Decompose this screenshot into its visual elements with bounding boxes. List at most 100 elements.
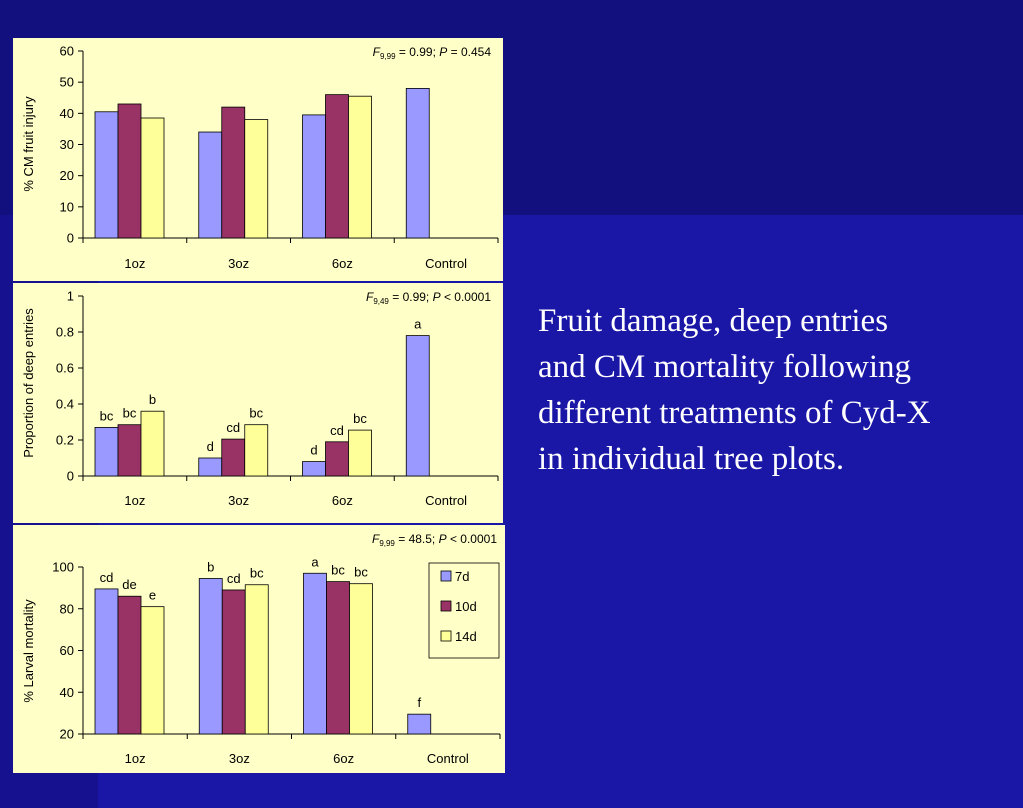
- larval-mortality-chart: 20 40 60 80 100 1oz 3oz 6oz Control cd b a f de cd bc e b…: [13, 525, 505, 773]
- bar-significance-label: cd: [330, 423, 344, 438]
- fruit-injury-chart-svg: 0 10 20 30 40 50 60 1oz 3oz 6oz Control % CM fruit …: [21, 44, 499, 271]
- bar-7d: [302, 461, 326, 477]
- x-category-label: 3oz: [228, 493, 249, 508]
- bar-14d: [140, 117, 165, 239]
- bar-7d: [405, 335, 430, 477]
- bar-significance-label: a: [414, 317, 422, 332]
- stat-annotation-part: = 0.99;: [396, 45, 440, 59]
- y-axis-label: % Larval mortality: [21, 599, 36, 703]
- bar-significance-label: e: [149, 588, 156, 603]
- x-category-label: 1oz: [124, 256, 145, 271]
- bar-significance-label: bc: [353, 411, 367, 426]
- bar-14d: [140, 410, 165, 477]
- legend-label-10d: 10d: [455, 599, 477, 614]
- x-category-label: 3oz: [229, 751, 250, 766]
- legend-swatch-10d: [440, 600, 452, 612]
- x-category-label: Control: [425, 256, 467, 271]
- stat-annotation: F9,99 = 0.99; P = 0.454: [373, 45, 492, 61]
- bar-10d: [221, 589, 246, 735]
- stat-annotation-part: < 0.0001: [441, 290, 492, 304]
- stat-annotation-part: = 0.454: [447, 45, 491, 59]
- y-tick-label: 40: [60, 685, 74, 700]
- bar-7d: [94, 426, 119, 477]
- stat-annotation-part: P: [433, 290, 441, 304]
- legend-label-7d: 7d: [455, 569, 469, 584]
- legend-swatch-14d: [440, 630, 452, 642]
- y-tick-label: 80: [60, 601, 74, 616]
- legend-box: [428, 562, 500, 659]
- y-tick-label: 1: [67, 289, 74, 304]
- bar-significance-label: cd: [100, 570, 114, 585]
- x-category-label: 6oz: [333, 751, 354, 766]
- bar-significance-label: d: [310, 443, 317, 458]
- y-tick-label: 0: [67, 231, 74, 246]
- bar-significance-label: bc: [100, 408, 114, 423]
- bar-7d: [407, 713, 432, 735]
- bar-10d: [117, 595, 142, 735]
- y-tick-label: 0.2: [56, 433, 74, 448]
- bar-7d: [302, 114, 326, 239]
- stat-annotation-part: F: [372, 532, 380, 546]
- stat-annotation-part: 9,99: [380, 52, 396, 61]
- y-axis-label: Proportion of deep entries: [21, 308, 36, 458]
- bar-14d: [348, 95, 372, 239]
- x-category-label: 6oz: [332, 493, 353, 508]
- stat-annotation-part: F: [373, 45, 381, 59]
- bar-significance-label: a: [311, 554, 319, 569]
- bar-significance-label: bc: [249, 406, 263, 421]
- bar-significance-label: b: [207, 559, 214, 574]
- stat-annotation: F9,99 = 48.5; P < 0.0001: [372, 532, 497, 548]
- bar-10d: [325, 94, 349, 239]
- bar-7d: [405, 88, 430, 239]
- legend-swatch-7d: [440, 570, 452, 582]
- bar-significance-label: f: [417, 695, 421, 710]
- bar-significance-label: d: [207, 439, 214, 454]
- y-tick-label: 0.6: [56, 361, 74, 376]
- bar-7d: [303, 572, 327, 735]
- bar-14d: [348, 429, 372, 477]
- y-tick-label: 0: [67, 469, 74, 484]
- y-tick-label: 40: [60, 106, 74, 121]
- stat-annotation-part: 9,49: [373, 297, 389, 306]
- x-category-label: 3oz: [228, 256, 249, 271]
- y-axis-label: % CM fruit injury: [21, 96, 36, 192]
- bar-10d: [221, 438, 246, 477]
- bar-7d: [198, 131, 223, 239]
- x-category-label: 1oz: [125, 751, 146, 766]
- bar-10d: [221, 106, 246, 239]
- y-tick-label: 0.8: [56, 325, 74, 340]
- bar-significance-label: bc: [354, 565, 368, 580]
- stat-annotation-part: 9,99: [379, 539, 395, 548]
- stat-annotation: F9,49 = 0.99; P < 0.0001: [366, 290, 491, 306]
- bar-10d: [326, 581, 350, 735]
- bar-7d: [198, 457, 223, 477]
- stat-annotation-part: < 0.0001: [447, 532, 498, 546]
- y-tick-label: 60: [60, 44, 74, 59]
- bar-10d: [117, 424, 142, 477]
- bar-14d: [244, 584, 269, 735]
- bar-10d: [117, 103, 142, 239]
- y-tick-label: 0.4: [56, 397, 74, 412]
- y-tick-label: 20: [60, 727, 74, 742]
- stat-annotation-part: = 48.5;: [395, 532, 439, 546]
- bar-7d: [94, 111, 119, 239]
- y-tick-label: 50: [60, 75, 74, 90]
- bar-significance-label: bc: [250, 566, 264, 581]
- x-category-label: 6oz: [332, 256, 353, 271]
- legend-label-14d: 14d: [455, 629, 477, 644]
- stat-annotation-part: = 0.99;: [389, 290, 433, 304]
- bar-7d: [198, 578, 223, 735]
- bar-significance-label: cd: [226, 420, 240, 435]
- bar-significance-label: cd: [227, 571, 241, 586]
- stat-annotation-part: P: [439, 532, 447, 546]
- y-tick-label: 30: [60, 137, 74, 152]
- y-tick-label: 10: [60, 199, 74, 214]
- stat-annotation-part: P: [439, 45, 447, 59]
- bar-10d: [325, 441, 349, 477]
- bar-significance-label: bc: [331, 563, 345, 578]
- stat-annotation-part: F: [366, 290, 374, 304]
- bar-significance-label: bc: [123, 406, 137, 421]
- bar-7d: [94, 588, 119, 735]
